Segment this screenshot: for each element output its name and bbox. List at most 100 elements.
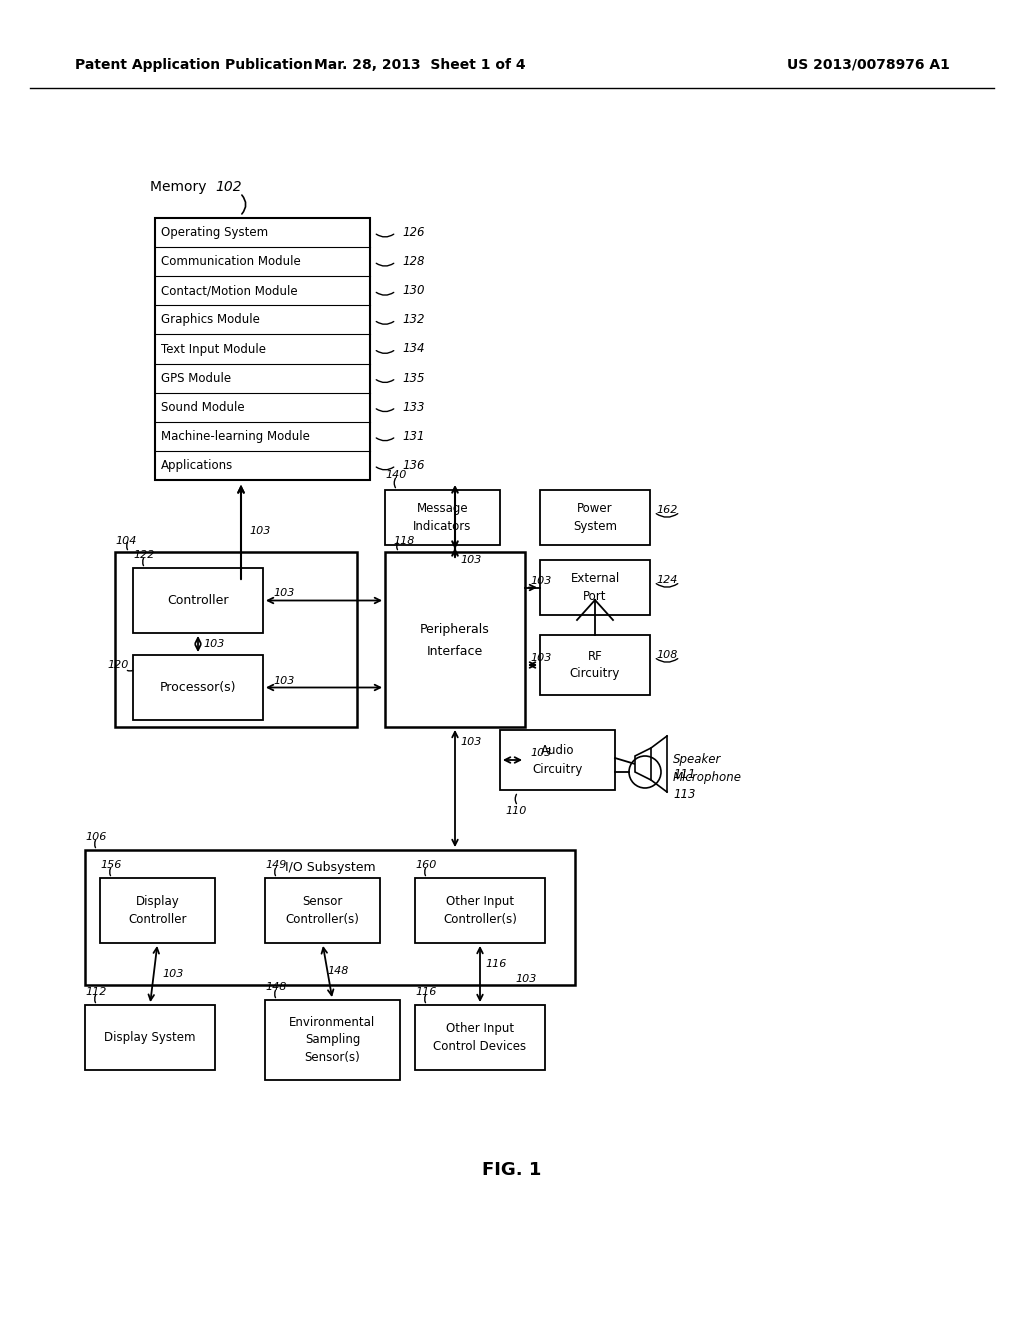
Text: 103: 103 — [273, 589, 294, 598]
Text: 133: 133 — [402, 401, 425, 413]
Text: Indicators: Indicators — [414, 520, 472, 533]
Text: Text Input Module: Text Input Module — [161, 342, 266, 355]
Text: Speaker: Speaker — [673, 752, 721, 766]
Text: 103: 103 — [530, 653, 551, 663]
Text: 131: 131 — [402, 430, 425, 442]
Text: Message: Message — [417, 502, 468, 515]
Text: Microphone: Microphone — [673, 771, 742, 784]
Text: Control Devices: Control Devices — [433, 1040, 526, 1053]
Text: 103: 103 — [530, 576, 551, 586]
Text: 111: 111 — [673, 768, 695, 781]
Text: Operating System: Operating System — [161, 226, 268, 239]
Text: Sound Module: Sound Module — [161, 401, 245, 413]
Bar — [385, 552, 525, 727]
Bar — [133, 655, 263, 719]
Text: 149: 149 — [265, 861, 287, 870]
Text: 126: 126 — [402, 226, 425, 239]
Bar — [155, 218, 370, 480]
Text: RF: RF — [588, 649, 602, 663]
Text: 103: 103 — [460, 737, 481, 747]
Bar — [85, 850, 575, 985]
Text: 116: 116 — [415, 987, 436, 997]
Text: Environmental: Environmental — [290, 1015, 376, 1028]
Text: Display: Display — [135, 895, 179, 908]
Text: Other Input: Other Input — [445, 1022, 514, 1035]
Text: Circuitry: Circuitry — [569, 668, 621, 681]
Text: 132: 132 — [402, 313, 425, 326]
Text: External: External — [570, 572, 620, 585]
Text: Contact/Motion Module: Contact/Motion Module — [161, 284, 298, 297]
Text: Memory: Memory — [150, 180, 211, 194]
Text: 148: 148 — [265, 982, 287, 993]
Bar — [265, 1001, 400, 1080]
Text: 130: 130 — [402, 284, 425, 297]
Text: 103: 103 — [273, 676, 294, 685]
Bar — [115, 552, 357, 727]
Text: Other Input: Other Input — [445, 895, 514, 908]
Bar — [133, 568, 263, 634]
Text: Interface: Interface — [427, 645, 483, 657]
Text: 134: 134 — [402, 342, 425, 355]
Text: 103: 103 — [530, 748, 551, 758]
Text: Graphics Module: Graphics Module — [161, 313, 260, 326]
Text: 110: 110 — [505, 807, 526, 816]
Bar — [415, 878, 545, 942]
Text: 135: 135 — [402, 372, 425, 384]
Text: Audio: Audio — [541, 744, 574, 758]
Bar — [385, 490, 500, 545]
Text: 140: 140 — [385, 470, 407, 480]
Text: 160: 160 — [415, 861, 436, 870]
Bar — [100, 878, 215, 942]
Bar — [540, 635, 650, 696]
Text: Peripherals: Peripherals — [420, 623, 489, 636]
Text: 113: 113 — [673, 788, 695, 800]
Text: GPS Module: GPS Module — [161, 372, 231, 384]
Text: Circuitry: Circuitry — [532, 763, 583, 776]
Text: 106: 106 — [85, 832, 106, 842]
Bar — [415, 1005, 545, 1071]
Text: 102: 102 — [215, 180, 242, 194]
Polygon shape — [635, 748, 651, 780]
Text: Controller: Controller — [128, 913, 186, 927]
Text: 103: 103 — [515, 974, 537, 983]
Bar — [85, 1005, 215, 1071]
Text: Sensor: Sensor — [302, 895, 343, 908]
Text: 162: 162 — [656, 506, 677, 515]
Text: System: System — [573, 520, 617, 533]
Text: 103: 103 — [460, 554, 481, 565]
Text: 124: 124 — [656, 576, 677, 585]
Text: Mar. 28, 2013  Sheet 1 of 4: Mar. 28, 2013 Sheet 1 of 4 — [314, 58, 525, 73]
Text: US 2013/0078976 A1: US 2013/0078976 A1 — [787, 58, 950, 73]
Text: Communication Module: Communication Module — [161, 255, 301, 268]
Text: FIG. 1: FIG. 1 — [482, 1162, 542, 1179]
Text: 103: 103 — [163, 969, 184, 979]
Text: 103: 103 — [249, 525, 270, 536]
Text: I/O Subsystem: I/O Subsystem — [285, 862, 376, 874]
Text: Port: Port — [584, 590, 607, 603]
Text: Processor(s): Processor(s) — [160, 681, 237, 694]
Text: 112: 112 — [85, 987, 106, 997]
Text: Display System: Display System — [104, 1031, 196, 1044]
Text: Controller(s): Controller(s) — [286, 913, 359, 927]
Text: Controller: Controller — [167, 594, 228, 607]
Text: 136: 136 — [402, 459, 425, 473]
Text: 120: 120 — [108, 660, 129, 671]
Text: 128: 128 — [402, 255, 425, 268]
Bar — [265, 878, 380, 942]
Text: Sampling: Sampling — [305, 1034, 360, 1047]
Text: 118: 118 — [393, 536, 415, 546]
Text: 108: 108 — [656, 649, 677, 660]
Text: 148: 148 — [328, 966, 349, 977]
Text: 104: 104 — [115, 536, 136, 546]
Text: Machine-learning Module: Machine-learning Module — [161, 430, 310, 442]
Text: Sensor(s): Sensor(s) — [304, 1052, 360, 1064]
Text: Patent Application Publication: Patent Application Publication — [75, 58, 312, 73]
Bar — [500, 730, 615, 789]
Text: Controller(s): Controller(s) — [443, 913, 517, 927]
Text: 122: 122 — [133, 550, 155, 560]
Bar — [540, 490, 650, 545]
Text: 103: 103 — [203, 639, 224, 649]
Text: Power: Power — [578, 502, 612, 515]
Text: 156: 156 — [100, 861, 122, 870]
Bar — [540, 560, 650, 615]
